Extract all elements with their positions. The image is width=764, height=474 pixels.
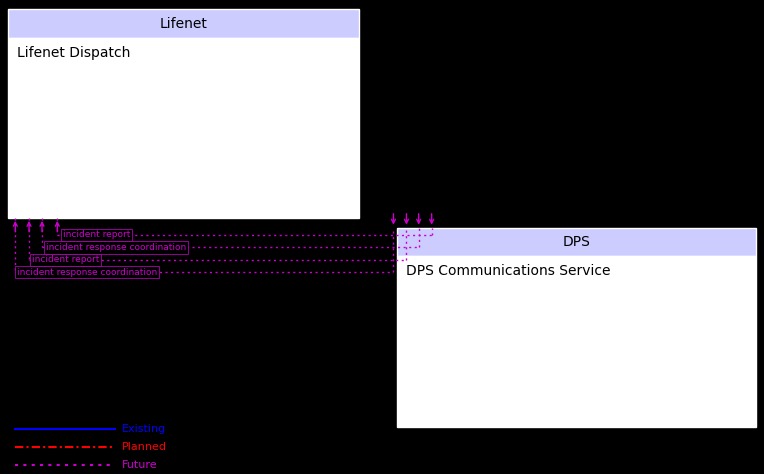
Bar <box>397 256 756 427</box>
Text: DPS Communications Service: DPS Communications Service <box>406 264 611 279</box>
Text: Existing: Existing <box>122 424 167 434</box>
Text: Lifenet Dispatch: Lifenet Dispatch <box>17 46 130 61</box>
Text: incident report: incident report <box>63 230 130 239</box>
Bar <box>8 38 359 218</box>
Text: Lifenet: Lifenet <box>160 17 207 31</box>
Text: Future: Future <box>122 460 158 470</box>
Text: incident report: incident report <box>32 255 99 264</box>
Bar <box>397 228 756 256</box>
Text: incident response coordination: incident response coordination <box>46 243 186 252</box>
Text: Planned: Planned <box>122 442 167 452</box>
Text: incident response coordination: incident response coordination <box>17 268 157 276</box>
Bar <box>8 9 359 38</box>
Text: DPS: DPS <box>563 235 591 249</box>
